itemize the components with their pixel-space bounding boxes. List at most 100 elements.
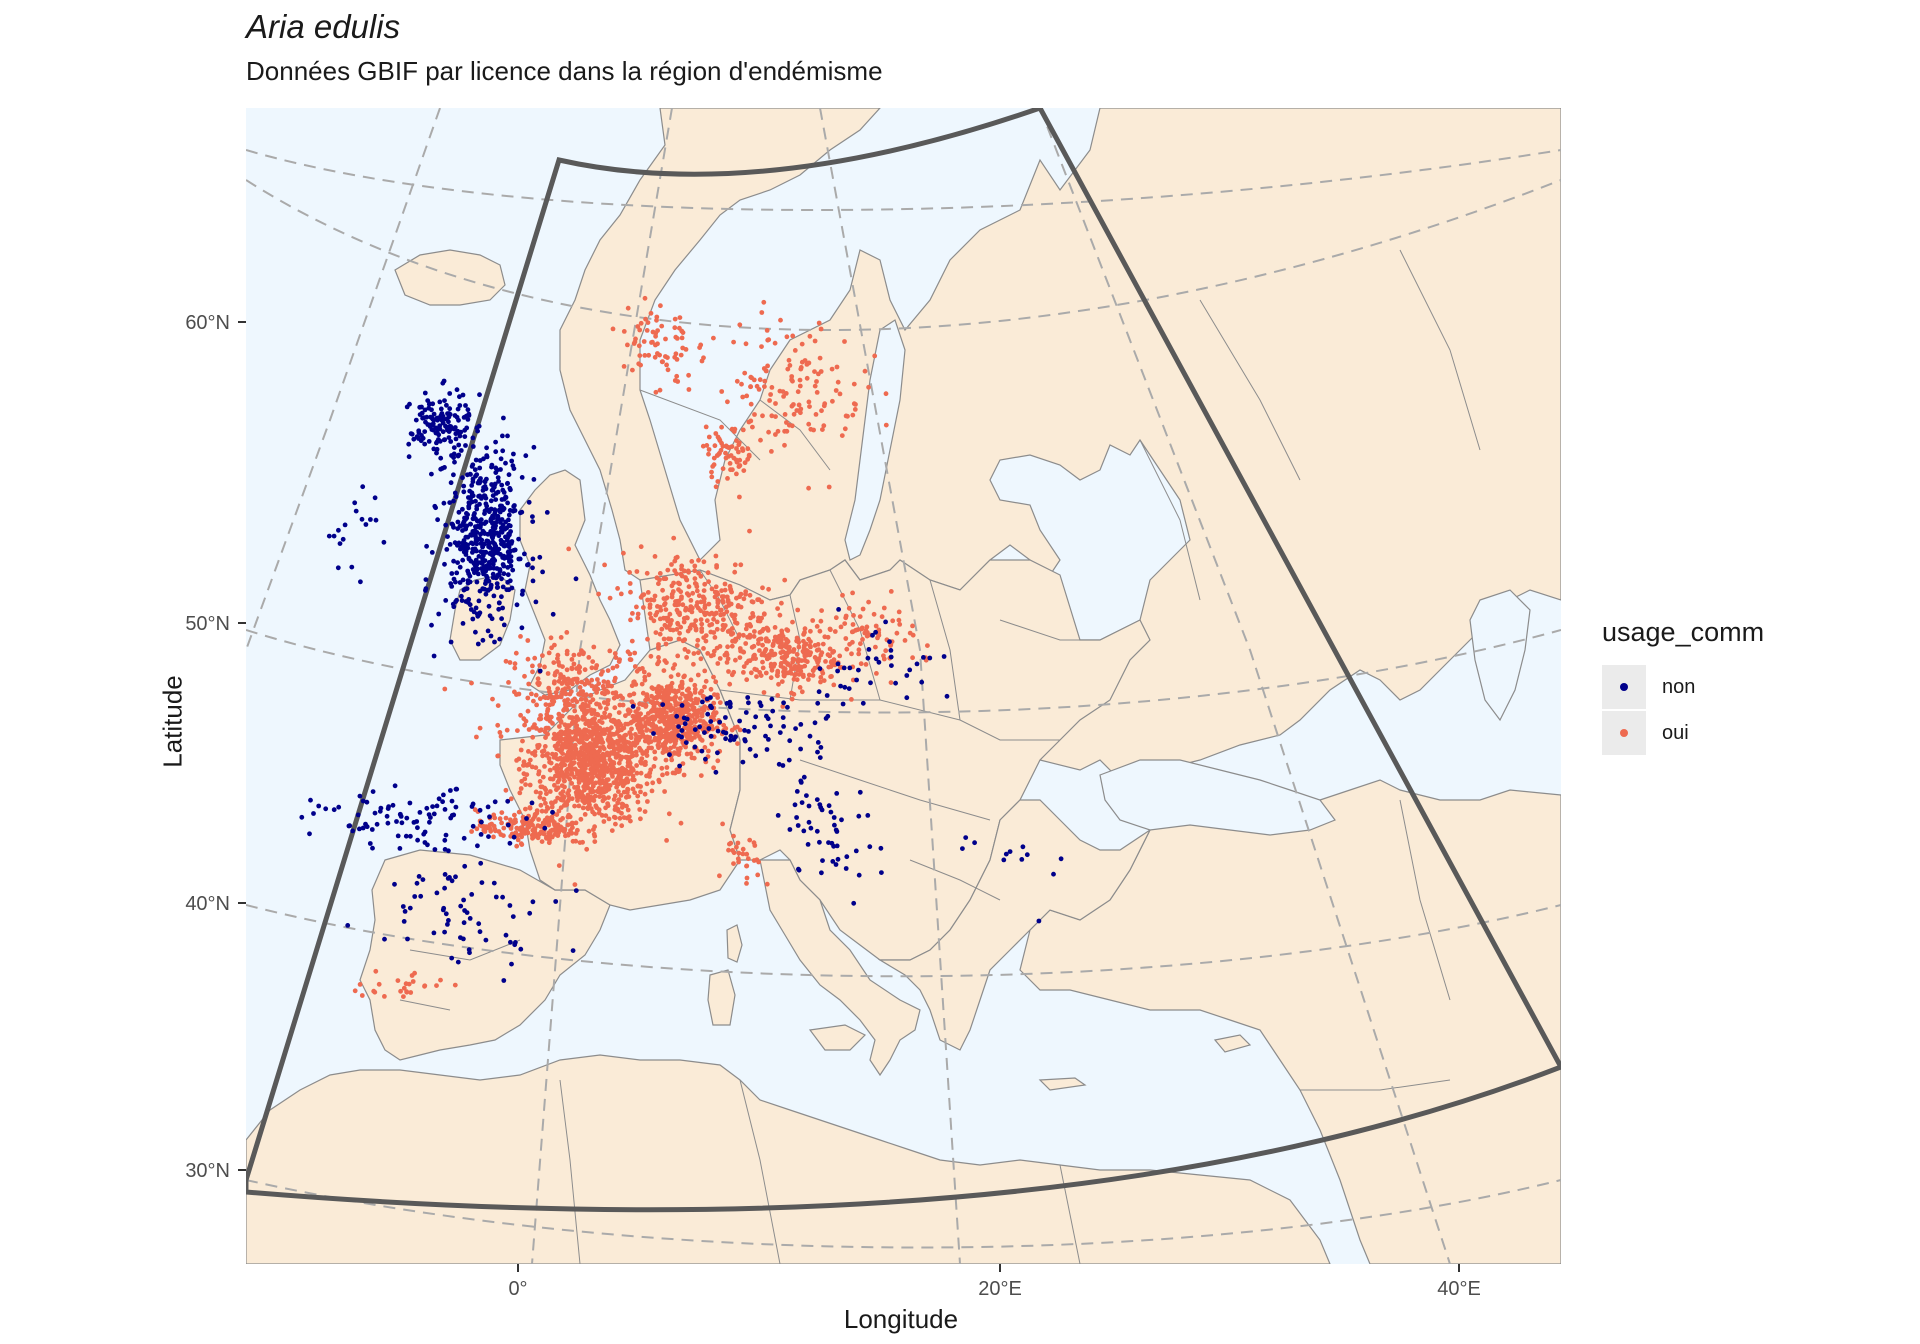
occurrence-point-oui <box>602 710 607 716</box>
occurrence-point-oui <box>590 737 596 742</box>
occurrence-point-oui <box>687 625 693 630</box>
occurrence-point-non <box>477 807 483 813</box>
occurrence-point-oui <box>630 367 635 373</box>
occurrence-point-oui <box>556 808 562 814</box>
occurrence-point-non <box>847 665 853 671</box>
occurrence-point-oui <box>613 655 619 660</box>
occurrence-point-oui <box>627 581 633 586</box>
occurrence-point-non <box>703 756 708 762</box>
occurrence-point-oui <box>773 432 778 437</box>
occurrence-point-oui <box>663 740 669 745</box>
occurrence-point-oui <box>638 544 644 550</box>
occurrence-point-oui <box>570 715 575 721</box>
occurrence-point-oui <box>522 673 527 679</box>
occurrence-point-oui <box>580 701 586 707</box>
occurrence-point-non <box>360 798 366 804</box>
occurrence-point-oui <box>525 695 531 701</box>
occurrence-point-oui <box>566 735 572 741</box>
occurrence-point-oui <box>777 612 783 618</box>
occurrence-point-oui <box>670 665 676 671</box>
occurrence-point-non <box>467 488 473 494</box>
occurrence-point-oui <box>589 711 595 717</box>
occurrence-point-non <box>806 803 812 809</box>
occurrence-point-non <box>407 905 413 911</box>
occurrence-point-oui <box>521 716 527 722</box>
occurrence-point-oui <box>563 800 569 806</box>
occurrence-point-oui <box>653 630 659 635</box>
occurrence-point-oui <box>689 720 694 726</box>
occurrence-point-oui <box>508 817 513 823</box>
occurrence-point-oui <box>907 630 913 636</box>
occurrence-point-oui <box>819 650 825 656</box>
occurrence-point-non <box>757 700 763 706</box>
occurrence-point-non <box>537 554 543 560</box>
occurrence-point-oui <box>636 734 641 740</box>
occurrence-point-oui <box>572 728 578 734</box>
occurrence-point-non <box>479 819 484 825</box>
occurrence-point-non <box>470 435 476 441</box>
occurrence-point-oui <box>665 618 671 624</box>
occurrence-point-non <box>442 398 447 403</box>
occurrence-point-non <box>507 903 513 908</box>
occurrence-points <box>299 295 1064 999</box>
occurrence-point-oui <box>806 399 812 405</box>
occurrence-point-oui <box>784 428 790 434</box>
occurrence-point-non <box>454 570 460 576</box>
occurrence-point-oui <box>581 650 586 656</box>
occurrence-point-non <box>456 540 462 546</box>
occurrence-point-oui <box>783 650 788 656</box>
occurrence-point-oui <box>580 750 586 756</box>
occurrence-point-non <box>529 800 535 806</box>
occurrence-point-non <box>481 541 487 547</box>
occurrence-point-non <box>461 897 466 903</box>
occurrence-point-non <box>415 837 420 843</box>
occurrence-point-oui <box>695 672 701 678</box>
occurrence-point-non <box>462 586 468 592</box>
occurrence-point-oui <box>597 794 602 799</box>
occurrence-point-non <box>812 720 818 726</box>
occurrence-point-non <box>443 832 449 838</box>
occurrence-point-non <box>493 491 499 496</box>
occurrence-point-oui <box>617 747 623 753</box>
occurrence-point-oui <box>732 569 738 575</box>
occurrence-point-non <box>457 394 462 400</box>
occurrence-point-non <box>434 415 440 421</box>
occurrence-point-oui <box>883 422 889 428</box>
occurrence-point-non <box>717 719 723 725</box>
occurrence-point-oui <box>731 669 737 675</box>
occurrence-point-non <box>753 714 759 720</box>
occurrence-point-oui <box>616 808 621 814</box>
occurrence-point-oui <box>663 641 669 647</box>
occurrence-point-oui <box>634 740 640 746</box>
occurrence-point-non <box>336 804 342 810</box>
occurrence-point-oui <box>757 670 763 675</box>
occurrence-point-oui <box>725 476 730 481</box>
occurrence-point-non <box>746 729 751 734</box>
occurrence-point-oui <box>701 720 707 726</box>
occurrence-point-non <box>817 666 823 671</box>
occurrence-point-oui <box>827 646 833 652</box>
occurrence-point-oui <box>521 771 527 777</box>
occurrence-point-oui <box>822 634 828 640</box>
occurrence-point-oui <box>739 381 744 387</box>
occurrence-point-non <box>472 467 478 473</box>
occurrence-point-oui <box>801 643 807 649</box>
occurrence-point-oui <box>635 324 641 329</box>
occurrence-point-non <box>429 415 434 421</box>
occurrence-point-oui <box>606 786 612 792</box>
occurrence-point-non <box>820 858 825 863</box>
occurrence-point-oui <box>760 585 765 591</box>
occurrence-point-oui <box>695 697 701 703</box>
occurrence-point-oui <box>602 753 607 759</box>
occurrence-point-oui <box>750 611 755 616</box>
occurrence-point-non <box>442 837 448 843</box>
occurrence-point-oui <box>600 683 606 689</box>
occurrence-point-oui <box>664 838 669 843</box>
occurrence-point-oui <box>782 659 787 664</box>
occurrence-point-oui <box>680 330 686 335</box>
occurrence-point-non <box>469 483 475 488</box>
occurrence-point-oui <box>438 977 443 983</box>
occurrence-point-oui <box>715 479 721 484</box>
occurrence-point-non <box>715 750 720 756</box>
occurrence-point-non <box>451 604 457 610</box>
